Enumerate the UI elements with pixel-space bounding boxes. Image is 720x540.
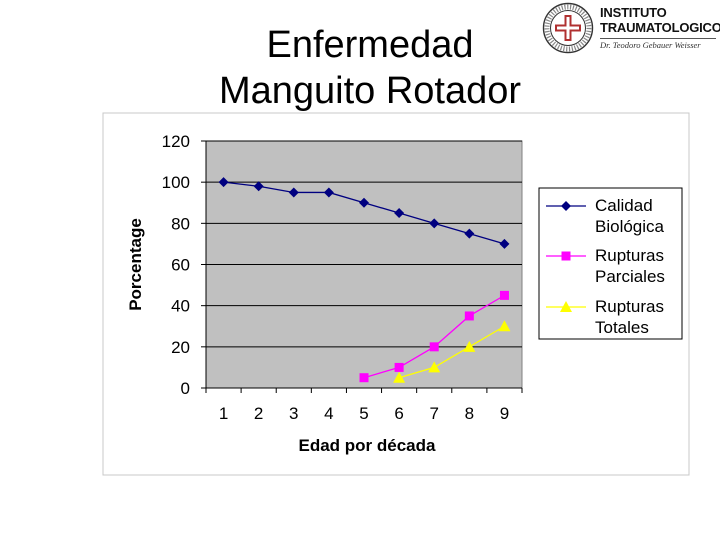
data-point-series-3 [393,371,406,383]
legend-label: Rupturas [595,297,664,316]
data-point-series-1 [359,197,369,208]
y-axis-title: Porcentage [126,218,145,311]
legend-label: Parciales [595,267,665,286]
data-point-series-1 [464,228,475,239]
institute-logo: INSTITUTO TRAUMATOLOGICO Dr. Teodoro Geb… [542,2,720,54]
x-tick-label: 2 [254,404,263,423]
y-tick-label: 20 [171,338,190,357]
legend-box [538,187,683,340]
x-tick-label: 7 [429,404,438,423]
data-point-series-3 [463,340,476,352]
data-point-series-1 [429,218,440,229]
data-point-series-2 [499,290,509,300]
x-axis-title: Edad por década [299,436,437,455]
y-tick-label: 80 [171,214,190,233]
y-tick-label: 100 [162,173,190,192]
logo-line2: TRAUMATOLOGICO [600,20,720,35]
legend-marker-2 [561,251,571,261]
y-tick-label: 0 [181,379,190,398]
x-tick-label: 1 [219,404,228,423]
x-tick-label: 9 [500,404,509,423]
x-tick-label: 5 [359,404,368,423]
series-line-3 [398,325,505,379]
data-point-series-3 [498,320,511,332]
y-tick-label: 60 [171,256,190,275]
slide-title-line1: Enfermedad [266,24,474,66]
data-point-series-2 [394,362,404,372]
institute-seal-icon [542,2,594,54]
data-point-series-1 [499,238,510,249]
legend-marker-1 [561,201,571,211]
data-point-series-3 [428,361,441,373]
legend-label: Totales [595,318,649,337]
y-tick-label: 120 [162,132,190,151]
slide-title-line2: Manguito Rotador [218,70,522,112]
data-point-series-1 [218,177,229,188]
data-point-series-1 [394,208,405,219]
data-point-series-2 [359,373,369,383]
logo-line3: Dr. Teodoro Gebauer Weisser [600,40,701,50]
logo-line1: INSTITUTO [600,5,667,20]
x-tick-label: 4 [324,404,333,423]
x-tick-label: 8 [465,404,474,423]
data-point-series-2 [464,311,474,321]
data-point-series-1 [288,187,299,198]
data-point-series-1 [253,181,264,192]
x-tick-label: 3 [289,404,298,423]
legend-label: Rupturas [595,246,664,265]
data-point-series-1 [323,187,334,198]
legend-marker-3 [560,301,572,312]
legend-label: Calidad [595,196,653,215]
x-tick-label: 6 [394,404,403,423]
legend-label: Biológica [595,217,665,236]
slide-title: Enfermedad Manguito Rotador [180,22,560,114]
logo-divider [600,38,716,39]
y-tick-label: 40 [171,297,190,316]
data-point-series-2 [429,342,439,352]
